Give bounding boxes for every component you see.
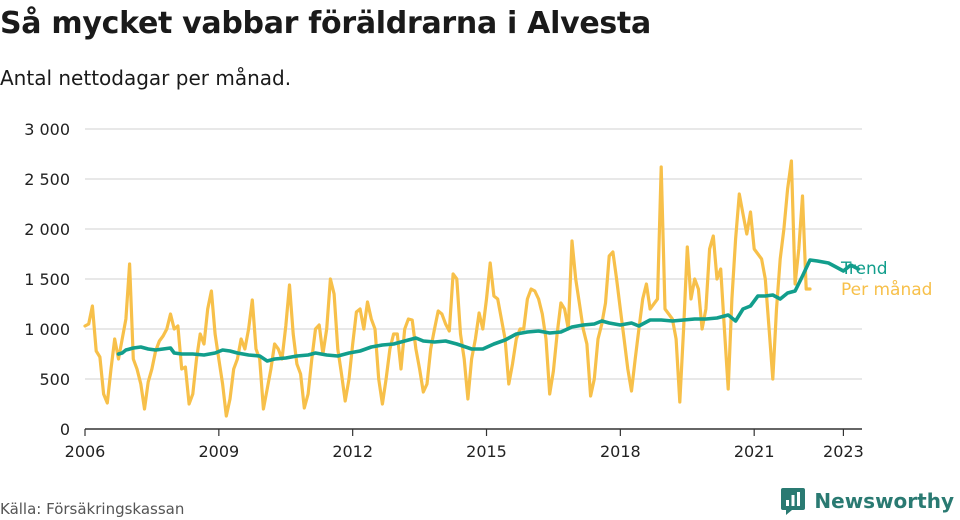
x-tick-label: 2006 <box>65 442 106 461</box>
y-tick-label: 2 500 <box>24 170 70 189</box>
y-tick-label: 1 500 <box>24 270 70 289</box>
chart-title: Så mycket vabbar föräldrarna i Alvesta <box>0 6 651 41</box>
series-line-monthly <box>83 159 812 418</box>
y-axis: 0 500 1 000 1 500 2 000 2 500 3 000 <box>24 120 70 439</box>
brand: Newsworthy <box>780 486 954 516</box>
x-tick-label: 2009 <box>198 442 239 461</box>
y-tick-label: 500 <box>39 370 70 389</box>
y-tick-label: 2 000 <box>24 220 70 239</box>
source-note: Källa: Försäkringskassan <box>0 500 185 518</box>
x-tick-label: 2012 <box>332 442 373 461</box>
y-tick-label: 1 000 <box>24 320 70 339</box>
y-tick-label: 3 000 <box>24 120 70 139</box>
x-tick-label: 2021 <box>734 442 775 461</box>
x-tick-label: 2018 <box>600 442 641 461</box>
brand-name: Newsworthy <box>814 489 954 513</box>
series-line-trend <box>116 258 861 363</box>
y-tick-label: 0 <box>60 420 70 439</box>
x-axis: 2006 2009 2012 2015 2018 2021 2023 <box>65 428 864 461</box>
legend-label: Per månad <box>841 279 932 300</box>
series-lines <box>83 159 861 418</box>
legend-label: Trend <box>840 259 888 279</box>
newsworthy-logo-icon <box>781 488 806 515</box>
x-tick-label: 2015 <box>466 442 507 461</box>
x-tick-label: 2023 <box>823 442 864 461</box>
chart-subtitle: Antal nettodagar per månad. <box>0 66 292 90</box>
